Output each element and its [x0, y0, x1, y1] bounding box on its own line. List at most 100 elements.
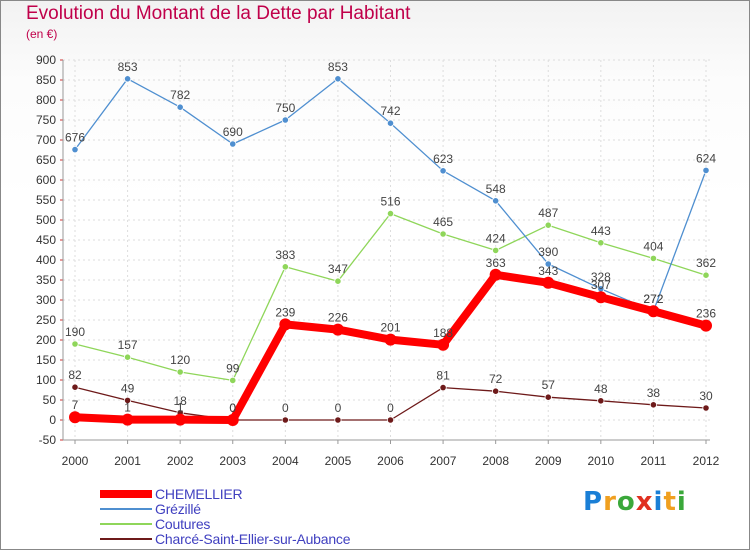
- data-label: 272: [643, 292, 663, 306]
- data-point: [544, 393, 552, 401]
- data-label: 624: [696, 151, 716, 165]
- legend-label: Grézillé: [155, 501, 201, 517]
- data-label: 0: [229, 401, 236, 415]
- data-label: 404: [643, 239, 663, 253]
- y-tick-label: 550: [36, 193, 56, 207]
- data-point: [281, 263, 289, 271]
- y-tick-label: 700: [36, 133, 56, 147]
- data-label: 782: [170, 88, 190, 102]
- legend-label: Coutures: [155, 516, 211, 532]
- data-point: [386, 119, 395, 127]
- y-tick-label: 0: [49, 413, 56, 427]
- data-label: 363: [486, 256, 506, 270]
- data-label: 443: [591, 224, 611, 238]
- logo-letter: P: [583, 487, 604, 517]
- data-point: [174, 413, 187, 426]
- y-tick-label: 200: [36, 333, 56, 347]
- data-label: 516: [380, 195, 400, 209]
- data-point: [700, 319, 712, 332]
- data-label: 1: [177, 401, 184, 415]
- y-tick-label: 300: [36, 293, 56, 307]
- data-point: [226, 414, 239, 426]
- data-point: [702, 404, 710, 412]
- data-label: 272: [643, 292, 663, 306]
- data-label: 201: [380, 321, 400, 335]
- x-tick-label: 2006: [377, 454, 404, 468]
- data-label: 742: [380, 104, 400, 118]
- logo-letter: r: [603, 487, 617, 517]
- y-tick-label: 50: [43, 393, 57, 407]
- data-label: 188: [433, 326, 453, 340]
- x-tick-label: 2002: [167, 454, 194, 468]
- data-label: 424: [486, 231, 506, 245]
- y-tick-label: 150: [36, 353, 56, 367]
- data-point: [647, 305, 660, 318]
- y-tick-label: 800: [36, 93, 56, 107]
- data-point: [69, 411, 81, 424]
- data-point: [439, 230, 447, 238]
- proxiti-logo: Proxiti: [583, 487, 687, 517]
- data-label: 190: [65, 325, 85, 339]
- data-label: 0: [387, 401, 394, 415]
- data-point: [229, 140, 237, 148]
- y-tick-label: -50: [39, 433, 57, 447]
- data-label: 38: [647, 386, 661, 400]
- y-tick-label: 400: [36, 253, 56, 267]
- data-label: 57: [542, 378, 556, 392]
- legend-item: Coutures: [100, 516, 211, 532]
- legend-swatch: [100, 538, 152, 540]
- data-point: [281, 416, 289, 424]
- data-point: [123, 353, 132, 361]
- data-point: [386, 416, 395, 424]
- data-label: 30: [699, 389, 713, 403]
- x-tick-label: 2011: [641, 454, 667, 468]
- data-point: [437, 338, 450, 351]
- data-point: [489, 268, 502, 281]
- legend-label: Charcé-Saint-Ellier-sur-Aubance: [155, 531, 351, 547]
- data-point: [492, 246, 500, 254]
- data-point: [649, 254, 658, 262]
- data-point: [123, 75, 132, 83]
- data-point: [334, 416, 342, 424]
- x-tick-label: 2004: [272, 454, 299, 468]
- legend-item: CHEMELLIER: [100, 486, 243, 502]
- data-label: 0: [282, 401, 289, 415]
- x-tick-label: 2009: [535, 454, 562, 468]
- data-label: 676: [65, 131, 85, 145]
- legend-swatch: [100, 508, 152, 510]
- data-point: [597, 397, 605, 405]
- legend-swatch: [100, 523, 152, 525]
- data-label: 307: [591, 278, 611, 292]
- axes: [60, 59, 710, 444]
- y-tick-label: 600: [36, 173, 56, 187]
- data-label: 465: [433, 215, 453, 229]
- data-label: 226: [328, 311, 348, 325]
- x-tick-labels: 2000 2001 2002 2003 2004 2005 2006 2007 2008 2009…: [62, 454, 720, 468]
- logo-letter: o: [616, 487, 636, 517]
- data-point: [71, 146, 79, 154]
- y-tick-label: 900: [36, 53, 56, 67]
- x-tick-label: 2010: [587, 454, 614, 468]
- x-tick-label: 2007: [430, 454, 457, 468]
- x-tick-label: 2000: [62, 454, 89, 468]
- data-label: 750: [275, 101, 295, 115]
- data-label: 48: [594, 382, 608, 396]
- data-point: [281, 116, 289, 124]
- y-tick-label: 250: [36, 313, 56, 327]
- data-label: 487: [538, 206, 558, 220]
- data-point: [649, 401, 658, 409]
- x-tick-label: 2008: [482, 454, 509, 468]
- data-label: 82: [68, 368, 82, 382]
- data-label: 383: [275, 248, 295, 262]
- data-label: 120: [170, 353, 190, 367]
- x-tick-label: 2001: [114, 454, 141, 468]
- data-label: 99: [226, 361, 240, 375]
- data-label: 157: [118, 338, 138, 352]
- y-tick-label: 500: [36, 213, 56, 227]
- chart-subtitle: (en €): [26, 27, 58, 41]
- data-label: 0: [335, 401, 342, 415]
- data-label: 49: [121, 381, 135, 395]
- data-point: [71, 340, 79, 348]
